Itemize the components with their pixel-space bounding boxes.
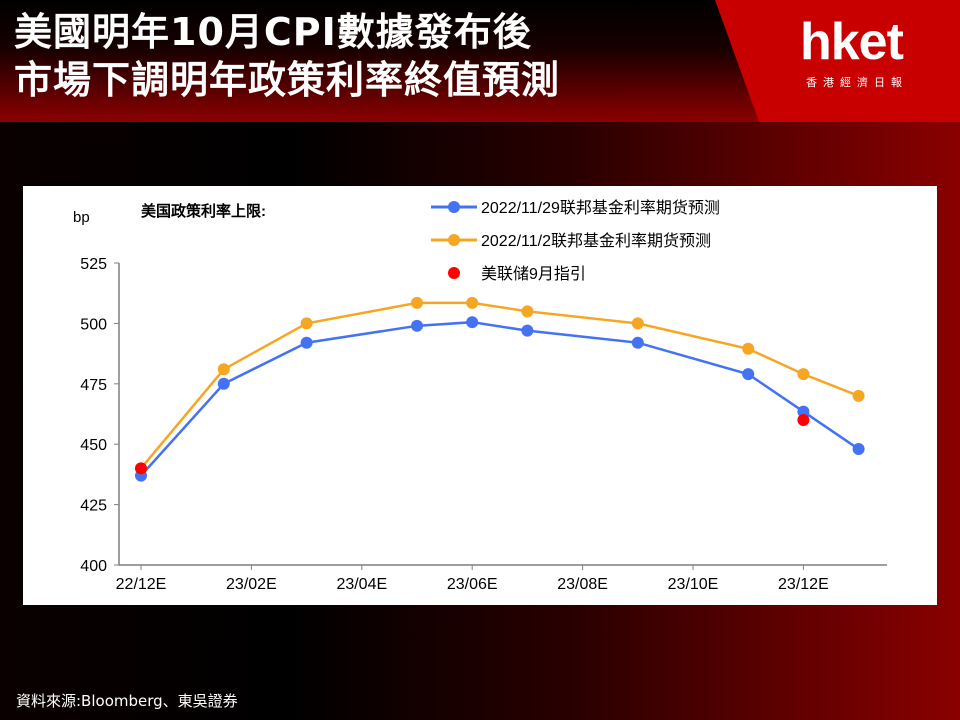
y-tick-label: 450 [80, 437, 107, 454]
guidance-point [135, 462, 147, 475]
x-tick-label: 23/04E [336, 576, 387, 593]
series-line [140, 301, 860, 470]
series-line [140, 320, 860, 477]
data-point [631, 317, 644, 330]
data-point [852, 443, 865, 456]
chart-panel: 525 500 475 450 425 400 22/12E 23/02E 23/04E 23/0… [23, 186, 937, 605]
y-tick-label: 500 [80, 316, 107, 333]
title-line-1: 美國明年10月CPI數據發布後 [14, 10, 532, 54]
y-tick-label: 425 [80, 498, 107, 515]
legend-marker [448, 267, 460, 279]
hket-logo: hket [800, 13, 904, 71]
data-point [742, 368, 755, 381]
header-banner: 美國明年10月CPI數據發布後 市場下調明年政策利率終值預測 hket 香港經濟… [0, 0, 960, 122]
data-point [852, 389, 865, 402]
legend-marker [448, 234, 460, 246]
source-note: 資料來源:Bloomberg、東吳證券 [16, 692, 238, 710]
x-tick-label: 23/12E [778, 576, 829, 593]
x-tick-label: 23/06E [447, 576, 498, 593]
line-chart: 525 500 475 450 425 400 22/12E 23/02E 23/04E 23/0… [73, 199, 887, 593]
data-point [797, 368, 810, 381]
y-tick-label: 525 [80, 256, 107, 273]
data-point [742, 342, 755, 355]
title-line-2: 市場下調明年政策利率終值預測 [14, 58, 561, 102]
legend-label: 2022/11/2联邦基金利率期货预测 [481, 232, 711, 250]
guidance-point [797, 414, 810, 427]
data-point [411, 319, 423, 332]
y-tick-label: 400 [80, 558, 107, 575]
data-point [300, 317, 313, 330]
data-point [466, 316, 479, 329]
data-point [521, 324, 534, 337]
data-point [411, 296, 423, 309]
chart-title: 美国政策利率上限: [141, 202, 266, 220]
data-point [466, 296, 479, 309]
data-point [300, 336, 313, 349]
x-tick-label: 23/08E [557, 576, 608, 593]
logo-subtitle: 香港經濟日報 [806, 76, 908, 89]
data-point [521, 305, 534, 318]
page-title: 美國明年10月CPI數據發布後 市場下調明年政策利率終值預測 [14, 8, 560, 104]
data-point [631, 336, 644, 349]
x-tick-label: 22/12E [116, 576, 167, 593]
data-point [217, 377, 230, 390]
y-axis-label: bp [73, 209, 90, 226]
x-tick-label: 23/10E [668, 576, 719, 593]
x-tick-label: 23/02E [226, 576, 277, 593]
y-tick-label: 475 [80, 377, 107, 394]
data-point [797, 405, 810, 418]
legend-label: 2022/11/29联邦基金利率期货预测 [481, 199, 720, 217]
data-point [217, 363, 230, 376]
legend-marker [448, 201, 460, 213]
legend-label: 美联储9月指引 [481, 265, 586, 283]
brand-panel [715, 0, 960, 122]
